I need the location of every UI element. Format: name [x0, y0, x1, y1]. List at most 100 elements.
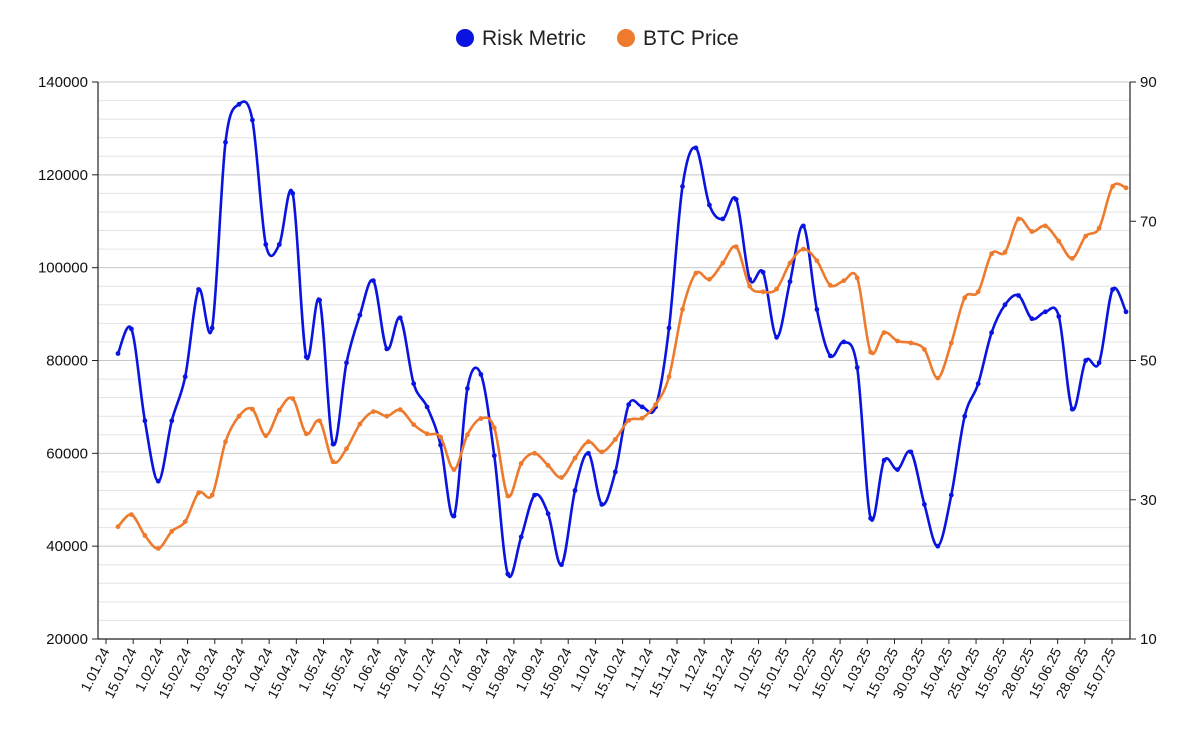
data-point-btc-price [1043, 223, 1048, 229]
left-tick-label: 20000 [46, 631, 88, 648]
data-point-risk-metric [868, 515, 873, 521]
data-point-risk-metric [317, 297, 322, 303]
data-point-risk-metric [639, 404, 645, 410]
data-point-risk-metric [720, 216, 726, 222]
data-point-risk-metric [142, 418, 148, 424]
data-point-risk-metric [196, 287, 202, 292]
right-tick-label: 50 [1140, 353, 1157, 370]
data-point-btc-price [397, 407, 403, 413]
data-point-btc-price [1029, 229, 1035, 234]
data-point-btc-price [908, 340, 914, 346]
data-point-btc-price [693, 270, 699, 276]
data-point-risk-metric [357, 312, 363, 318]
right-tick-label: 10 [1140, 631, 1157, 648]
data-point-risk-metric [250, 117, 255, 123]
data-point-btc-price [841, 278, 847, 284]
data-point-risk-metric [814, 307, 820, 312]
data-point-btc-price [142, 533, 148, 538]
data-point-risk-metric [397, 315, 403, 321]
data-point-btc-price [881, 330, 887, 335]
data-point-risk-metric [1016, 293, 1021, 298]
data-point-risk-metric [478, 372, 484, 377]
data-point-btc-price [1016, 216, 1021, 222]
data-point-btc-price [586, 439, 591, 445]
series-line-btc-price [116, 182, 1128, 550]
data-point-risk-metric [276, 242, 282, 247]
data-point-btc-price [532, 450, 537, 456]
data-point-btc-price [182, 519, 188, 524]
data-point-risk-metric [115, 351, 121, 356]
right-tick-label: 30 [1140, 492, 1157, 509]
data-point-risk-metric [344, 360, 349, 366]
series [115, 100, 1129, 579]
data-point-risk-metric [209, 325, 215, 331]
data-point-risk-metric [908, 449, 914, 455]
data-point-risk-metric [693, 145, 699, 151]
data-point-risk-metric [841, 339, 847, 345]
data-point-risk-metric [169, 418, 175, 424]
left-tick-label: 100000 [38, 260, 88, 277]
data-point-btc-price [922, 347, 927, 352]
data-point-risk-metric [155, 478, 161, 484]
data-point-risk-metric [948, 492, 954, 498]
data-point-btc-price [330, 459, 336, 465]
legend-marker-risk-metric [456, 29, 474, 47]
data-point-btc-price [344, 446, 349, 452]
data-point-btc-price [303, 431, 309, 437]
legend-item-btc-price[interactable]: BTC Price [617, 27, 739, 50]
data-point-risk-metric [1056, 314, 1062, 319]
data-point-btc-price [854, 275, 860, 281]
data-point-btc-price [760, 289, 766, 295]
legend: Risk Metric BTC Price [456, 27, 739, 50]
data-point-btc-price [666, 374, 672, 380]
series-risk-metric [115, 100, 1129, 579]
data-point-btc-price [371, 409, 376, 414]
left-tick-label: 80000 [46, 353, 88, 370]
data-point-btc-price [438, 434, 443, 440]
data-point-btc-price [290, 396, 296, 401]
data-point-risk-metric [586, 450, 591, 456]
data-point-btc-price [774, 286, 779, 292]
data-point-btc-price [357, 421, 363, 427]
data-point-btc-price [545, 463, 551, 468]
data-point-risk-metric [1096, 360, 1102, 366]
data-point-btc-price [317, 418, 322, 424]
right-tick-label: 90 [1140, 74, 1157, 91]
data-point-btc-price [223, 439, 228, 445]
left-tick-label: 60000 [46, 445, 88, 462]
legend-label-btc-price: BTC Price [643, 27, 739, 50]
data-point-risk-metric [384, 346, 390, 352]
data-point-btc-price [935, 375, 941, 381]
data-point-btc-price [1083, 233, 1089, 239]
data-point-btc-price [236, 413, 242, 419]
left-tick-label: 40000 [46, 538, 88, 555]
data-point-risk-metric [707, 202, 712, 208]
data-point-btc-price [962, 295, 968, 301]
data-point-btc-price [559, 475, 564, 480]
data-point-btc-price [989, 251, 994, 257]
data-point-btc-price [276, 407, 282, 413]
data-point-risk-metric [545, 511, 551, 517]
data-point-btc-price [451, 467, 457, 472]
data-point-risk-metric [1083, 358, 1089, 363]
data-point-btc-price [115, 524, 121, 530]
data-point-risk-metric [129, 326, 134, 332]
data-point-btc-price [155, 546, 161, 551]
data-point-btc-price [411, 422, 417, 427]
data-point-btc-price [787, 260, 793, 266]
data-point-risk-metric [733, 197, 739, 202]
data-point-btc-price [169, 528, 175, 534]
legend-item-risk-metric[interactable]: Risk Metric [456, 27, 586, 50]
data-point-btc-price [868, 349, 873, 355]
data-point-risk-metric [787, 279, 793, 284]
data-point-risk-metric [330, 441, 336, 447]
data-point-btc-price [129, 512, 134, 517]
axes: 20000 40000 60000 80000 100000 120000 140000 10… [38, 74, 1157, 701]
data-point-risk-metric [666, 325, 672, 331]
data-point-risk-metric [411, 381, 417, 387]
data-point-btc-price [1002, 249, 1008, 255]
data-point-btc-price [639, 415, 645, 421]
data-point-btc-price [653, 402, 658, 407]
